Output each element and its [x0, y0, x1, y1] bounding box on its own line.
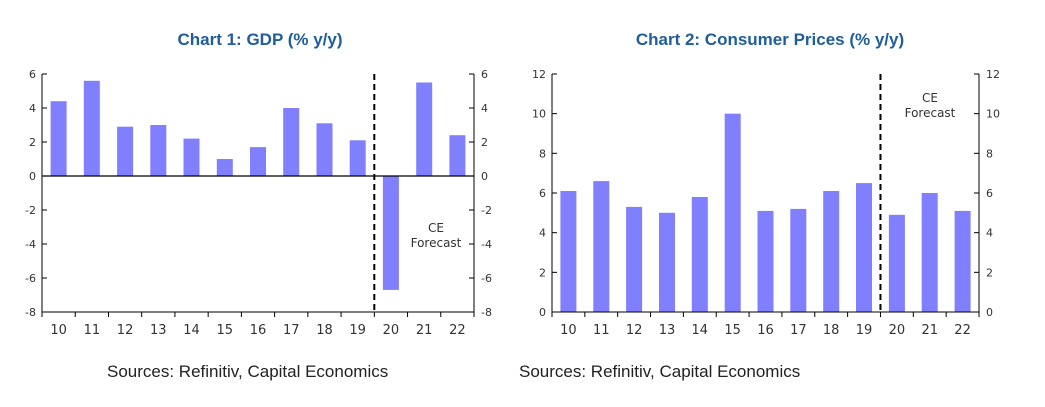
chart1-bar-10 — [50, 101, 67, 176]
chart1-ytick-label-left: 0 — [29, 170, 36, 183]
chart2-xtick-label-18: 18 — [823, 323, 840, 338]
chart2-ytick-label-left: 6 — [539, 187, 546, 200]
chart2-ytick-label-left: 12 — [532, 68, 546, 81]
chart1-ytick-label-right: -2 — [481, 204, 492, 217]
chart1-xtick-label-19: 19 — [349, 323, 366, 338]
chart2-xtick-label-12: 12 — [626, 323, 643, 338]
chart1-bar-12 — [117, 126, 134, 176]
chart1-bar-22 — [449, 135, 466, 176]
chart1-ytick-label-left: -6 — [25, 272, 36, 285]
chart2-ytick-label-left: 8 — [539, 147, 546, 160]
chart1-xtick-label-14: 14 — [183, 323, 200, 338]
chart2-ytick-label-right: 4 — [986, 227, 993, 240]
chart1-xtick-label-11: 11 — [84, 323, 101, 338]
chart1-ytick-label-left: -4 — [25, 238, 36, 251]
chart2-xtick-label-15: 15 — [724, 323, 741, 338]
chart2-xtick-label-19: 19 — [856, 323, 873, 338]
chart1-ytick-label-left: -2 — [25, 204, 36, 217]
chart1-xtick-label-12: 12 — [117, 323, 134, 338]
chart2-xtick-label-14: 14 — [692, 323, 709, 338]
chart2-annotation-line: Forecast — [905, 106, 956, 120]
chart2-xtick-label-20: 20 — [889, 323, 906, 338]
chart2-ytick-label-left: 2 — [539, 266, 546, 279]
chart1-bar-18 — [316, 123, 333, 176]
chart2-xtick-label-21: 21 — [921, 323, 938, 338]
chart2-source: Sources: Refinitiv, Capital Economics — [519, 362, 801, 381]
chart1-xtick-label-17: 17 — [283, 323, 300, 338]
chart1-bar-21 — [416, 82, 433, 176]
chart2-xtick-label-22: 22 — [954, 323, 971, 338]
chart2-bar-19 — [856, 183, 872, 312]
chart2-ytick-label-right: 6 — [986, 187, 993, 200]
chart2-xtick-label-10: 10 — [560, 323, 577, 338]
chart1-title: Chart 1: GDP (% y/y) — [177, 30, 343, 49]
chart2-bar-12 — [626, 206, 643, 312]
chart2-ytick-label-left: 4 — [539, 227, 546, 240]
chart2-bar-11 — [593, 181, 610, 312]
chart2-bar-16 — [757, 210, 774, 312]
chart2-xtick-label-16: 16 — [757, 323, 774, 338]
chart1-bar-19 — [349, 140, 366, 176]
chart2-bar-14 — [691, 197, 708, 312]
chart1-xtick-label-15: 15 — [216, 323, 233, 338]
chart2-bar-20 — [888, 214, 905, 312]
chart1-bar-20 — [382, 176, 399, 290]
chart1-ytick-label-right: -6 — [481, 272, 492, 285]
chart2-ytick-label-left: 0 — [539, 306, 546, 319]
chart1-ytick-label-left: 6 — [29, 68, 36, 81]
chart1-bar-17 — [283, 108, 300, 176]
chart1-annotation-line: CE — [428, 221, 444, 235]
chart2-bar-17 — [790, 208, 807, 312]
chart2-xtick-label-17: 17 — [790, 323, 807, 338]
chart2-bar-15 — [724, 113, 741, 312]
chart1-ytick-label-right: -4 — [481, 238, 492, 251]
chart2-annotation-line: CE — [922, 91, 938, 105]
chart2-xtick-label-13: 13 — [659, 323, 676, 338]
chart1-ytick-label-left: 2 — [29, 136, 36, 149]
chart1-xtick-label-18: 18 — [316, 323, 333, 338]
chart2-title: Chart 2: Consumer Prices (% y/y) — [635, 30, 905, 49]
chart2-ytick-label-right: 0 — [986, 306, 993, 319]
chart2-bar-22 — [954, 210, 971, 312]
chart1-ytick-label-left: -8 — [25, 306, 36, 319]
chart1-ytick-label-right: 0 — [481, 170, 488, 183]
chart1-xtick-label-16: 16 — [250, 323, 267, 338]
chart2-bar-21 — [921, 193, 938, 312]
chart2-ytick-label-right: 8 — [986, 147, 993, 160]
chart1-bar-14 — [183, 138, 200, 176]
chart1-xtick-label-20: 20 — [383, 323, 400, 338]
chart2-xtick-label-11: 11 — [593, 323, 610, 338]
chart1-ytick-label-right: -8 — [481, 306, 492, 319]
chart1-ytick-label-left: 4 — [29, 102, 36, 115]
chart2-bar-18 — [823, 191, 840, 312]
chart2-ytick-label-right: 12 — [986, 68, 1000, 81]
chart1-bar-15 — [216, 159, 233, 176]
chart1-annotation-line: Forecast — [411, 236, 462, 250]
chart1-bar-16 — [250, 147, 266, 176]
chart1-bar-13 — [150, 125, 167, 176]
chart2-ytick-label-left: 10 — [532, 108, 546, 121]
chart2-bar-13 — [659, 212, 675, 312]
chart1-xtick-label-10: 10 — [50, 323, 67, 338]
chart1-source: Sources: Refinitiv, Capital Economics — [107, 362, 389, 381]
chart1-ytick-label-right: 6 — [481, 68, 488, 81]
chart1-xtick-label-21: 21 — [416, 323, 433, 338]
chart1-xtick-label-22: 22 — [449, 323, 466, 338]
chart1-xtick-label-13: 13 — [150, 323, 167, 338]
chart2-ytick-label-right: 10 — [986, 108, 1000, 121]
chart1-ytick-label-right: 4 — [481, 102, 488, 115]
chart1-ytick-label-right: 2 — [481, 136, 488, 149]
chart2-bar-10 — [560, 191, 577, 312]
chart2-ytick-label-right: 2 — [986, 266, 993, 279]
chart1-bar-11 — [83, 80, 100, 176]
